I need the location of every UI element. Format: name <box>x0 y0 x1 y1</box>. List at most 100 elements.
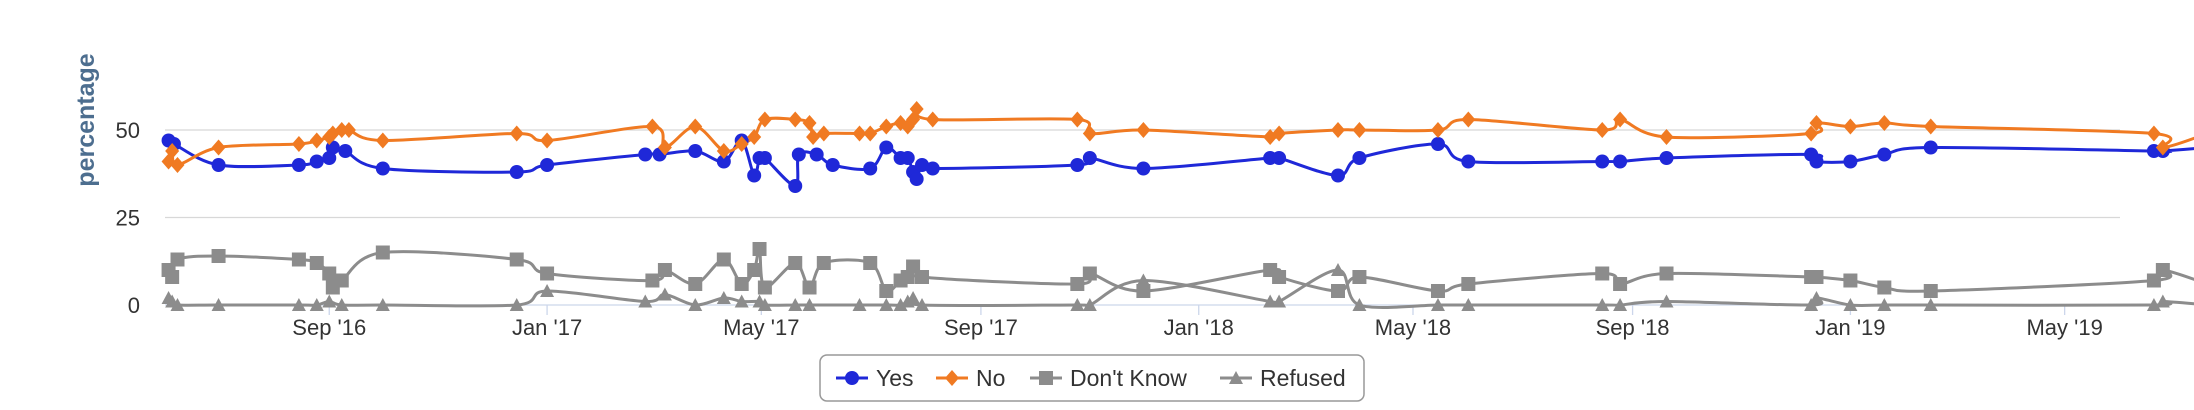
data-point-yes[interactable] <box>1136 161 1151 176</box>
data-point-don-t-know[interactable] <box>716 252 731 267</box>
data-point-refused[interactable] <box>638 294 653 308</box>
data-point-refused[interactable] <box>322 294 337 308</box>
data-point-refused[interactable] <box>375 298 390 311</box>
data-point-yes[interactable] <box>1331 168 1345 183</box>
data-point-no[interactable] <box>1082 125 1097 142</box>
data-point-refused[interactable] <box>509 298 524 311</box>
legend-symbol-don-t-know[interactable] <box>1039 371 1053 385</box>
data-point-don-t-know[interactable] <box>540 266 555 281</box>
data-point-don-t-know[interactable] <box>915 270 930 284</box>
data-point-yes[interactable] <box>1595 154 1610 169</box>
data-point-no[interactable] <box>211 139 226 156</box>
data-point-don-t-know[interactable] <box>1659 266 1674 281</box>
data-point-no[interactable] <box>816 125 831 142</box>
data-point-yes[interactable] <box>540 158 555 172</box>
data-point-refused[interactable] <box>1263 294 1278 308</box>
data-point-no[interactable] <box>1809 115 1824 131</box>
data-point-refused[interactable] <box>852 298 867 311</box>
data-point-refused[interactable] <box>334 298 349 311</box>
data-point-no[interactable] <box>1136 122 1151 138</box>
data-point-no[interactable] <box>1877 115 1892 131</box>
data-point-don-t-know[interactable] <box>1331 284 1345 298</box>
data-point-yes[interactable] <box>638 147 653 162</box>
data-point-no[interactable] <box>375 132 390 149</box>
data-point-don-t-know[interactable] <box>645 273 660 288</box>
legend-symbol-yes[interactable] <box>845 371 859 385</box>
data-point-yes[interactable] <box>309 154 324 169</box>
data-point-refused[interactable] <box>893 298 908 311</box>
data-markers[interactable] <box>161 101 2194 311</box>
legend-item-don-t-know[interactable]: Don't Know <box>1030 365 1187 391</box>
data-point-yes[interactable] <box>791 147 806 162</box>
data-point-don-t-know[interactable] <box>1613 277 1628 291</box>
data-point-yes[interactable] <box>1613 154 1628 169</box>
legend-item-refused[interactable]: Refused <box>1220 365 1346 391</box>
data-point-refused[interactable] <box>1331 263 1345 276</box>
data-point-refused[interactable] <box>2146 298 2161 311</box>
data-point-yes[interactable] <box>747 168 762 183</box>
data-point-don-t-know[interactable] <box>802 280 817 295</box>
data-point-refused[interactable] <box>657 287 672 301</box>
data-point-yes[interactable] <box>757 151 772 165</box>
data-point-yes[interactable] <box>1082 151 1097 165</box>
data-point-no[interactable] <box>1331 122 1345 138</box>
data-point-don-t-know[interactable] <box>747 263 762 277</box>
data-point-yes[interactable] <box>809 147 824 162</box>
data-point-refused[interactable] <box>1595 298 1610 311</box>
data-point-no[interactable] <box>879 118 894 135</box>
data-point-no[interactable] <box>1461 111 1476 128</box>
data-point-don-t-know[interactable] <box>788 256 803 270</box>
data-point-don-t-know[interactable] <box>879 284 894 298</box>
data-point-don-t-know[interactable] <box>334 273 349 288</box>
data-point-yes[interactable] <box>509 165 524 179</box>
data-point-no[interactable] <box>1070 111 1085 128</box>
data-point-don-t-know[interactable] <box>165 270 180 284</box>
data-point-refused[interactable] <box>688 298 703 311</box>
data-point-yes[interactable] <box>1272 151 1287 165</box>
data-point-no[interactable] <box>334 122 349 138</box>
data-point-don-t-know[interactable] <box>1843 273 1858 288</box>
data-point-no[interactable] <box>1595 122 1610 138</box>
data-point-no[interactable] <box>1352 122 1367 138</box>
data-point-no[interactable] <box>309 132 324 149</box>
data-point-refused[interactable] <box>757 298 772 311</box>
data-point-refused[interactable] <box>211 298 226 311</box>
data-point-refused[interactable] <box>906 291 921 304</box>
data-point-refused[interactable] <box>1430 298 1445 311</box>
data-point-no[interactable] <box>657 139 672 156</box>
data-point-don-t-know[interactable] <box>322 266 337 281</box>
data-point-yes[interactable] <box>925 161 940 176</box>
data-point-no[interactable] <box>747 129 762 145</box>
data-point-no[interactable] <box>1804 125 1819 142</box>
data-point-refused[interactable] <box>540 284 555 297</box>
data-point-yes[interactable] <box>291 158 306 172</box>
data-point-no[interactable] <box>341 122 356 138</box>
data-point-refused[interactable] <box>291 298 306 311</box>
data-point-yes[interactable] <box>322 151 337 165</box>
data-point-yes[interactable] <box>1843 154 1858 169</box>
data-point-yes[interactable] <box>688 144 703 158</box>
data-point-yes[interactable] <box>375 161 390 176</box>
data-point-no[interactable] <box>291 136 306 152</box>
data-point-yes[interactable] <box>716 154 731 169</box>
data-point-refused[interactable] <box>1461 298 1476 311</box>
data-point-yes[interactable] <box>825 158 840 172</box>
data-point-no[interactable] <box>788 111 803 128</box>
data-point-refused[interactable] <box>1877 298 1892 311</box>
data-point-don-t-know[interactable] <box>1272 270 1287 284</box>
legend-item-no[interactable]: No <box>936 365 1005 391</box>
data-point-don-t-know[interactable] <box>375 245 390 260</box>
data-point-don-t-know[interactable] <box>2155 263 2170 277</box>
data-point-don-t-know[interactable] <box>1136 284 1151 298</box>
data-point-refused[interactable] <box>802 298 817 311</box>
legend-symbol-no[interactable] <box>945 370 959 386</box>
data-point-refused[interactable] <box>170 298 185 311</box>
data-point-refused[interactable] <box>879 298 894 311</box>
data-point-don-t-know[interactable] <box>1809 270 1824 284</box>
data-point-no[interactable] <box>852 125 867 142</box>
legend-symbol-refused[interactable] <box>1229 371 1243 384</box>
data-point-no[interactable] <box>757 111 772 128</box>
data-point-no[interactable] <box>688 118 703 135</box>
data-point-yes[interactable] <box>909 172 924 186</box>
data-point-no[interactable] <box>1843 118 1858 135</box>
